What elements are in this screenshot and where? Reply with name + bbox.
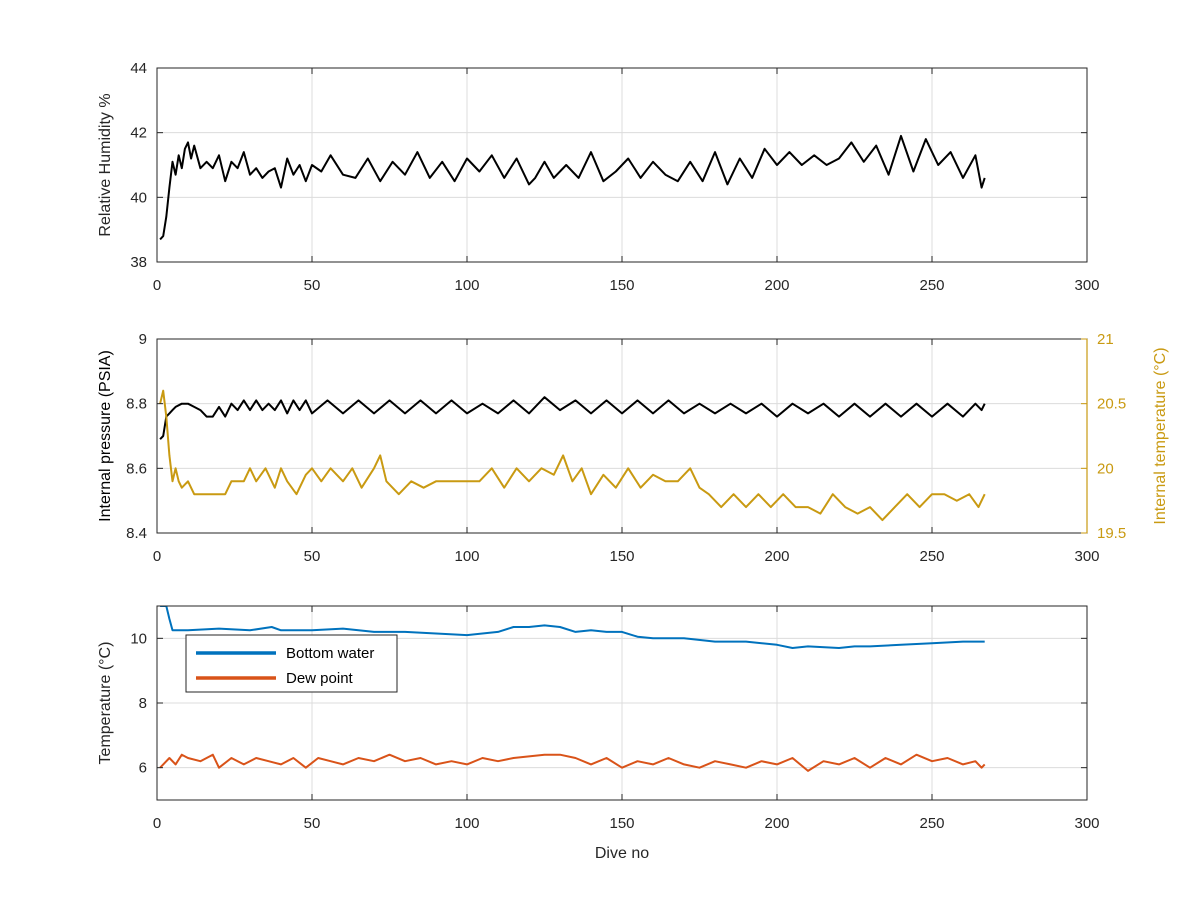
x-tick-label: 150 <box>609 277 634 294</box>
y-tick-label: 9 <box>139 331 147 348</box>
x-tick-label: 100 <box>454 277 479 294</box>
y-tick-label: 8.8 <box>126 396 147 413</box>
x-tick-label: 0 <box>153 277 161 294</box>
subplot-2: 0 50 100 150 200 250 300 8.4 8.6 8.8 9 19.5 20 20.5 21… <box>97 331 1169 565</box>
legend-entry-label: Bottom water <box>286 645 374 662</box>
series-line-1-1 <box>159 134 986 241</box>
x-tick-label: 200 <box>764 815 789 832</box>
y-tick-label: 10 <box>130 630 147 647</box>
series-line-dew-point <box>159 753 986 772</box>
subplot-3: 0 50 100 150 200 250 300 6 8 10 Temperature (°C) Di… <box>97 605 1100 862</box>
x-tick-label: 300 <box>1074 277 1099 294</box>
y-axis-label: Internal pressure (PSIA) <box>97 350 114 522</box>
series-line-bottom-water <box>160 606 985 649</box>
x-tick-label: 150 <box>609 548 634 565</box>
legend-entry-label: Dew point <box>286 670 354 687</box>
x-tick-label: 250 <box>919 548 944 565</box>
y-right-tick-label: 20 <box>1097 460 1114 477</box>
legend-box <box>185 634 398 693</box>
x-tick-label: 300 <box>1074 815 1099 832</box>
y-tick-label: 38 <box>130 254 147 271</box>
x-tick-label: 300 <box>1074 548 1099 565</box>
x-tick-label: 50 <box>304 548 321 565</box>
x-tick-label: 250 <box>919 277 944 294</box>
y-right-axis-label: Internal temperature (°C) <box>1152 347 1169 524</box>
x-tick-label: 0 <box>153 548 161 565</box>
x-tick-label: 150 <box>609 815 634 832</box>
y-tick-label: 8 <box>139 695 147 712</box>
x-tick-label: 50 <box>304 277 321 294</box>
y-tick-label: 40 <box>130 189 147 206</box>
y-right-tick-label: 20.5 <box>1097 396 1126 413</box>
series-line-2-1 <box>159 396 986 440</box>
x-axis-label: Dive no <box>595 845 649 862</box>
x-tick-label: 100 <box>454 815 479 832</box>
x-tick-label: 250 <box>919 815 944 832</box>
series-line-2-2 <box>159 389 986 522</box>
y-tick-label: 44 <box>130 60 147 77</box>
x-tick-label: 0 <box>153 815 161 832</box>
x-tick-label: 100 <box>454 548 479 565</box>
x-tick-label: 200 <box>764 277 789 294</box>
y-right-tick-label: 21 <box>1097 331 1114 348</box>
y-tick-label: 8.4 <box>126 525 147 542</box>
legend: Bottom water Dew point <box>185 634 398 693</box>
y-tick-label: 6 <box>139 760 147 777</box>
subplot-1: 0 50 100 150 200 250 300 38 40 42 44 Relative Humid… <box>97 60 1100 294</box>
y-axis-label: Temperature (°C) <box>97 642 114 765</box>
x-tick-label: 50 <box>304 815 321 832</box>
x-tick-label: 200 <box>764 548 789 565</box>
y-tick-label: 8.6 <box>126 460 147 477</box>
y-tick-label: 42 <box>130 125 147 142</box>
y-right-tick-label: 19.5 <box>1097 525 1126 542</box>
y-axis-label: Relative Humidity % <box>97 93 114 236</box>
